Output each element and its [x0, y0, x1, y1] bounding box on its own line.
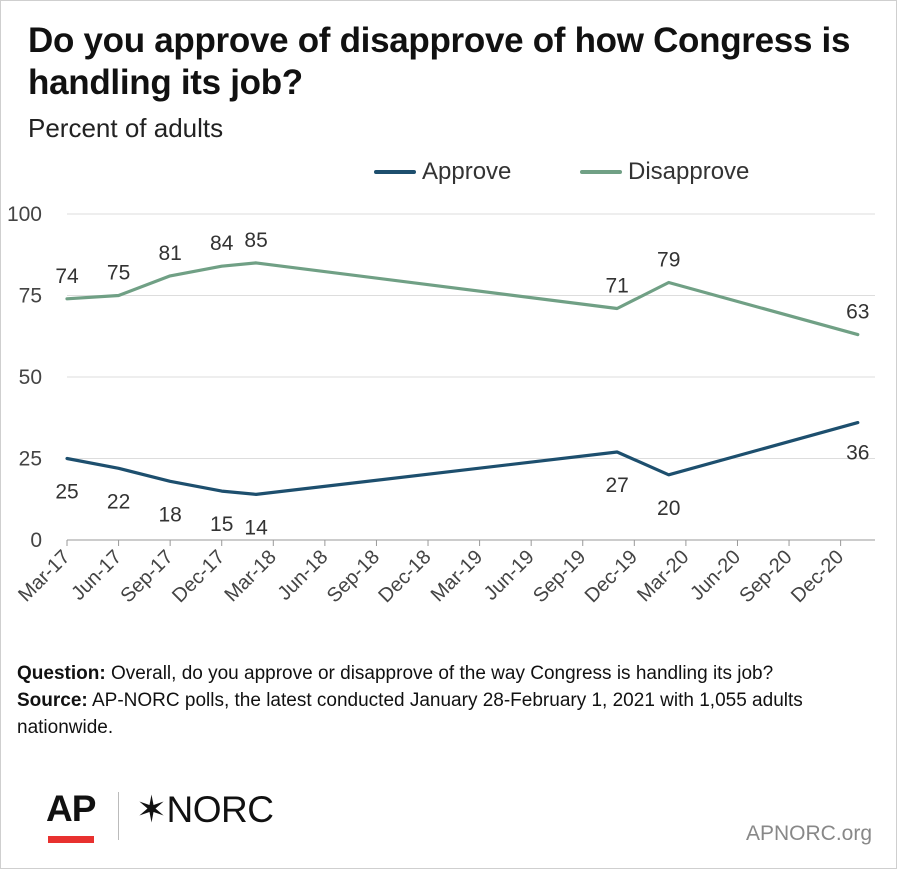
data-label-approve: 20 [657, 497, 680, 520]
source-note: Source: AP-NORC polls, the latest conduc… [17, 687, 882, 741]
data-label-disapprove: 63 [846, 301, 869, 324]
chart-subtitle: Percent of adults [28, 113, 224, 143]
source-text: AP-NORC polls, the latest conducted Janu… [17, 690, 803, 738]
data-label-disapprove: 71 [605, 275, 628, 298]
data-label-approve: 18 [158, 503, 181, 526]
x-tick-label: Mar-17 [14, 546, 74, 606]
y-tick-label: 25 [19, 448, 42, 471]
x-tick-label: Jun-17 [67, 546, 126, 605]
y-tick-label: 100 [7, 203, 42, 226]
x-tick-label: Dec-18 [374, 546, 435, 607]
data-label-disapprove: 85 [244, 229, 267, 252]
data-label-approve: 22 [107, 490, 130, 513]
ap-logo-bar [48, 836, 94, 843]
data-label-disapprove: 74 [55, 265, 79, 288]
x-tick-label: Jun-19 [480, 546, 539, 605]
legend-swatch-approve [374, 170, 416, 174]
x-tick-label: Mar-18 [220, 546, 280, 606]
data-label-approve: 15 [210, 513, 233, 536]
x-tick-label: Dec-20 [787, 546, 848, 607]
x-tick-label: Sep-17 [117, 546, 178, 607]
x-tick-label: Mar-20 [633, 546, 693, 606]
series-line-approve [65, 421, 860, 496]
x-tick-label: Jun-18 [274, 546, 333, 605]
data-label-disapprove: 75 [107, 262, 130, 285]
chart-legend: Approve Disapprove [0, 158, 897, 192]
norc-logo: ✶NORC [136, 789, 274, 830]
question-text: Overall, do you approve or disapprove of… [105, 663, 774, 684]
ap-logo: AP [46, 788, 96, 829]
site-link[interactable]: APNORC.org [745, 822, 872, 845]
data-label-disapprove: 79 [657, 248, 680, 271]
legend-item-approve: Approve [374, 158, 511, 186]
x-tick-label: Mar-19 [427, 546, 487, 606]
y-tick-label: 75 [19, 285, 42, 308]
data-label-disapprove: 81 [158, 242, 181, 265]
logo-divider [118, 792, 119, 840]
y-tick-label: 50 [19, 366, 42, 389]
chart-notes: Question: Overall, do you approve or dis… [17, 660, 882, 741]
data-label-approve: 14 [244, 516, 268, 539]
data-label-approve: 25 [55, 481, 78, 504]
question-note: Question: Overall, do you approve or dis… [17, 660, 882, 687]
x-tick-label: Sep-18 [323, 546, 384, 607]
data-label-approve: 36 [846, 442, 869, 465]
x-tick-label: Dec-19 [581, 546, 642, 607]
series-line-disapprove [65, 261, 860, 337]
chart-title: Do you approve of disapprove of how Cong… [28, 21, 851, 102]
x-tick-label: Sep-19 [529, 546, 590, 607]
line-chart: 0 25 50 75 100 Mar-17Jun-17Sep-17Dec-17Mar-18… [7, 203, 875, 607]
x-tick-label: Sep-20 [735, 546, 796, 607]
y-tick-label: 0 [30, 529, 42, 552]
legend-label-approve: Approve [422, 158, 512, 185]
data-label-disapprove: 84 [210, 232, 234, 255]
question-label: Question: [17, 663, 106, 684]
source-label: Source: [17, 690, 88, 711]
legend-swatch-disapprove [580, 170, 622, 174]
data-label-approve: 27 [605, 474, 628, 497]
x-tick-label: Dec-17 [168, 546, 229, 607]
x-tick-label: Jun-20 [686, 546, 745, 605]
legend-item-disapprove: Disapprove [580, 158, 749, 186]
legend-label-disapprove: Disapprove [628, 158, 750, 185]
